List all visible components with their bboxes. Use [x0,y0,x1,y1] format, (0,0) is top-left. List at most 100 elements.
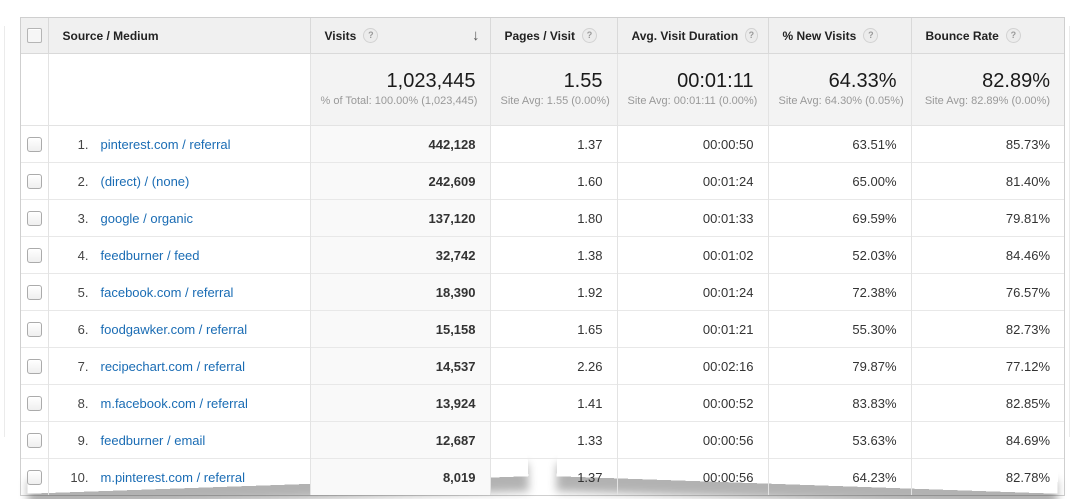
row-checkbox[interactable] [27,433,42,448]
summary-bounce-rate: 82.89% Site Avg: 82.89% (0.00%) [911,54,1064,126]
row-checkbox[interactable] [27,248,42,263]
row-checkbox-cell [21,126,48,163]
pct-new-visits-cell: 63.51% [768,126,911,163]
row-checkbox[interactable] [27,285,42,300]
row-number: 3. [63,211,89,226]
bounce-rate-cell: 79.81% [911,200,1064,237]
source-medium-cell: 3. google / organic [48,200,310,237]
summary-row: 1,023,445 % of Total: 100.00% (1,023,445… [21,54,1064,126]
pages-per-visit-cell: 1.80 [490,200,617,237]
avg-visit-duration-cell: 00:00:50 [617,126,768,163]
column-label: Source / Medium [63,29,159,43]
select-all-cell [21,18,48,54]
summary-duration-value: 00:01:11 [628,69,754,93]
column-label: Avg. Visit Duration [632,29,739,43]
summary-pct-new-visits: 64.33% Site Avg: 64.30% (0.05%) [768,54,911,126]
avg-visit-duration-cell: 00:01:24 [617,274,768,311]
help-icon[interactable]: ? [1006,28,1021,43]
column-header-source-medium[interactable]: Source / Medium [48,18,310,54]
source-medium-cell: 6. foodgawker.com / referral [48,311,310,348]
table-header: Source / Medium Visits ? ↓ Pages [21,18,1064,54]
row-checkbox-cell [21,163,48,200]
avg-visit-duration-cell: 00:00:56 [617,422,768,459]
summary-visits-value: 1,023,445 [321,69,476,93]
row-number: 4. [63,248,89,263]
source-medium-link[interactable]: foodgawker.com / referral [101,322,248,337]
pages-per-visit-cell: 1.38 [490,237,617,274]
source-medium-link[interactable]: facebook.com / referral [101,285,234,300]
analytics-report-screenshot: Source / Medium Visits ? ↓ Pages [0,0,1075,499]
select-all-checkbox[interactable] [27,28,42,43]
pct-new-visits-cell: 83.83% [768,385,911,422]
help-icon[interactable]: ? [363,28,378,43]
column-header-bounce-rate[interactable]: Bounce Rate ? [911,18,1064,54]
row-checkbox-cell [21,385,48,422]
source-medium-cell: 8. m.facebook.com / referral [48,385,310,422]
row-checkbox-cell [21,274,48,311]
summary-duration-subtext: Site Avg: 00:01:11 (0.00%) [628,94,754,108]
bounce-rate-cell: 85.73% [911,126,1064,163]
summary-pages-per-visit: 1.55 Site Avg: 1.55 (0.00%) [490,54,617,126]
help-icon[interactable]: ? [582,28,597,43]
avg-visit-duration-cell: 00:00:56 [617,459,768,496]
bounce-rate-cell: 77.12% [911,348,1064,385]
table-row: 5. facebook.com / referral 18,390 1.92 00… [21,274,1064,311]
source-medium-link[interactable]: m.facebook.com / referral [101,396,248,411]
row-checkbox[interactable] [27,322,42,337]
row-checkbox-cell [21,348,48,385]
summary-avg-visit-duration: 00:01:11 Site Avg: 00:01:11 (0.00%) [617,54,768,126]
row-checkbox[interactable] [27,137,42,152]
source-medium-link[interactable]: feedburner / email [101,433,206,448]
source-medium-link[interactable]: recipechart.com / referral [101,359,246,374]
table-row: 3.google / organic 137,120 1.80 00:01:33… [21,200,1064,237]
column-header-avg-visit-duration[interactable]: Avg. Visit Duration ? [617,18,768,54]
summary-new-visits-value: 64.33% [779,69,897,93]
table-row: 8.m.facebook.com / referral 13,924 1.41 … [21,385,1064,422]
table-row: 4. feedburner / feed 32,742 1.38 00:01:02… [21,237,1064,274]
source-medium-cell: 10.m.pinterest.com / referral [48,459,310,496]
column-header-pages-per-visit[interactable]: Pages / Visit ? [490,18,617,54]
bounce-rate-cell: 84.46% [911,237,1064,274]
summary-pages-subtext: Site Avg: 1.55 (0.00%) [501,94,603,108]
summary-new-visits-subtext: Site Avg: 64.30% (0.05%) [779,94,897,108]
bounce-rate-cell: 82.73% [911,311,1064,348]
avg-visit-duration-cell: 00:01:21 [617,311,768,348]
help-icon[interactable]: ? [863,28,878,43]
row-checkbox[interactable] [27,470,42,485]
row-number: 5. [63,285,89,300]
source-medium-link[interactable]: pinterest.com / referral [101,137,231,152]
row-checkbox[interactable] [27,359,42,374]
pages-per-visit-cell: 1.60 [490,163,617,200]
pct-new-visits-cell: 64.23% [768,459,911,496]
column-header-pct-new-visits[interactable]: % New Visits ? [768,18,911,54]
row-checkbox[interactable] [27,211,42,226]
pages-per-visit-cell: 1.92 [490,274,617,311]
help-icon[interactable]: ? [745,28,757,43]
source-medium-link[interactable]: m.pinterest.com / referral [101,470,246,485]
pages-per-visit-cell: 1.33 [490,422,617,459]
visits-cell: 14,537 [310,348,490,385]
summary-pages-value: 1.55 [501,69,603,93]
avg-visit-duration-cell: 00:01:24 [617,163,768,200]
visits-cell: 32,742 [310,237,490,274]
source-medium-link[interactable]: (direct) / (none) [101,174,190,189]
avg-visit-duration-cell: 00:00:52 [617,385,768,422]
pct-new-visits-cell: 53.63% [768,422,911,459]
pages-per-visit-cell: 1.37 [490,459,617,496]
summary-visits: 1,023,445 % of Total: 100.00% (1,023,445… [310,54,490,126]
row-checkbox[interactable] [27,174,42,189]
column-header-visits[interactable]: Visits ? ↓ [310,18,490,54]
avg-visit-duration-cell: 00:01:02 [617,237,768,274]
row-number: 6. [63,322,89,337]
row-number: 7. [63,359,89,374]
visits-cell: 18,390 [310,274,490,311]
row-number: 8. [63,396,89,411]
sort-desc-icon[interactable]: ↓ [472,28,480,43]
row-checkbox-cell [21,459,48,496]
source-medium-link[interactable]: feedburner / feed [101,248,200,263]
row-checkbox-cell [21,311,48,348]
row-checkbox[interactable] [27,396,42,411]
pct-new-visits-cell: 69.59% [768,200,911,237]
pct-new-visits-cell: 55.30% [768,311,911,348]
source-medium-link[interactable]: google / organic [101,211,194,226]
